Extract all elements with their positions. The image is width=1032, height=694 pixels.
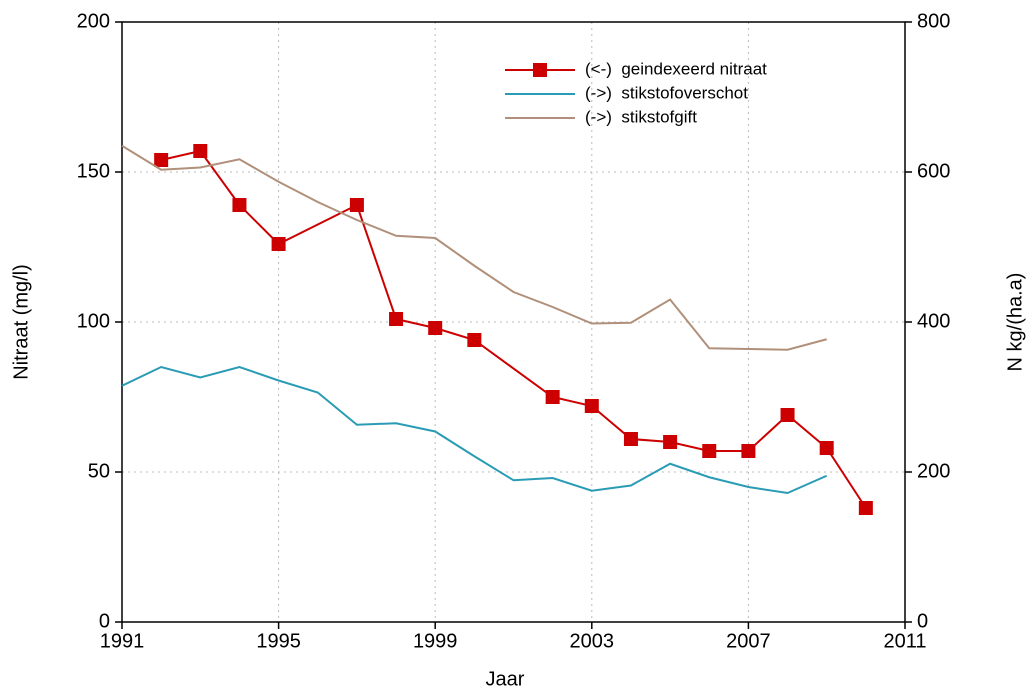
x-tick-label: 1995 bbox=[256, 630, 301, 652]
series-line bbox=[160, 149, 867, 509]
series-line bbox=[121, 144, 827, 351]
marker bbox=[702, 444, 717, 458]
y-tick-label: 50 bbox=[88, 460, 110, 482]
marker bbox=[623, 432, 638, 446]
y-tick-label: 100 bbox=[77, 310, 110, 332]
marker bbox=[428, 321, 443, 335]
y2-axis-label: N kg/(ha.a) bbox=[1004, 273, 1026, 372]
x-axis-label: Jaar bbox=[486, 668, 525, 690]
marker bbox=[819, 441, 834, 455]
marker bbox=[663, 435, 678, 449]
marker bbox=[154, 153, 169, 167]
legend-marker bbox=[533, 63, 547, 77]
y2-tick-label: 400 bbox=[917, 310, 950, 332]
x-tick-label: 1999 bbox=[413, 630, 458, 652]
x-tick-label: 2011 bbox=[883, 630, 926, 652]
y-axis-label: Nitraat (mg/l) bbox=[10, 264, 32, 380]
legend-label: (<-) geindexeerd nitraat bbox=[585, 59, 767, 78]
marker bbox=[858, 501, 873, 515]
y-tick-label: 150 bbox=[77, 160, 110, 182]
x-tick-label: 2007 bbox=[726, 630, 771, 652]
marker bbox=[467, 333, 482, 347]
marker bbox=[780, 408, 795, 422]
legend-label: (->) stikstofgift bbox=[585, 107, 697, 126]
y-tick-label: 200 bbox=[77, 10, 110, 32]
marker bbox=[349, 198, 364, 212]
marker bbox=[389, 312, 404, 326]
x-tick-label: 1991 bbox=[100, 630, 145, 652]
x-tick-label: 2003 bbox=[570, 630, 615, 652]
y2-tick-label: 600 bbox=[917, 160, 950, 182]
y2-tick-label: 800 bbox=[917, 10, 950, 32]
y2-tick-label: 0 bbox=[917, 610, 928, 632]
marker bbox=[584, 399, 599, 413]
marker bbox=[193, 144, 208, 158]
y-tick-label: 0 bbox=[99, 610, 110, 632]
marker bbox=[232, 198, 247, 212]
series-line bbox=[121, 365, 828, 495]
legend-label: (->) stikstofoverschot bbox=[585, 83, 748, 102]
marker bbox=[741, 444, 756, 458]
y2-tick-label: 200 bbox=[917, 460, 950, 482]
marker bbox=[545, 390, 560, 404]
plot-frame bbox=[121, 21, 906, 623]
marker bbox=[271, 237, 286, 251]
